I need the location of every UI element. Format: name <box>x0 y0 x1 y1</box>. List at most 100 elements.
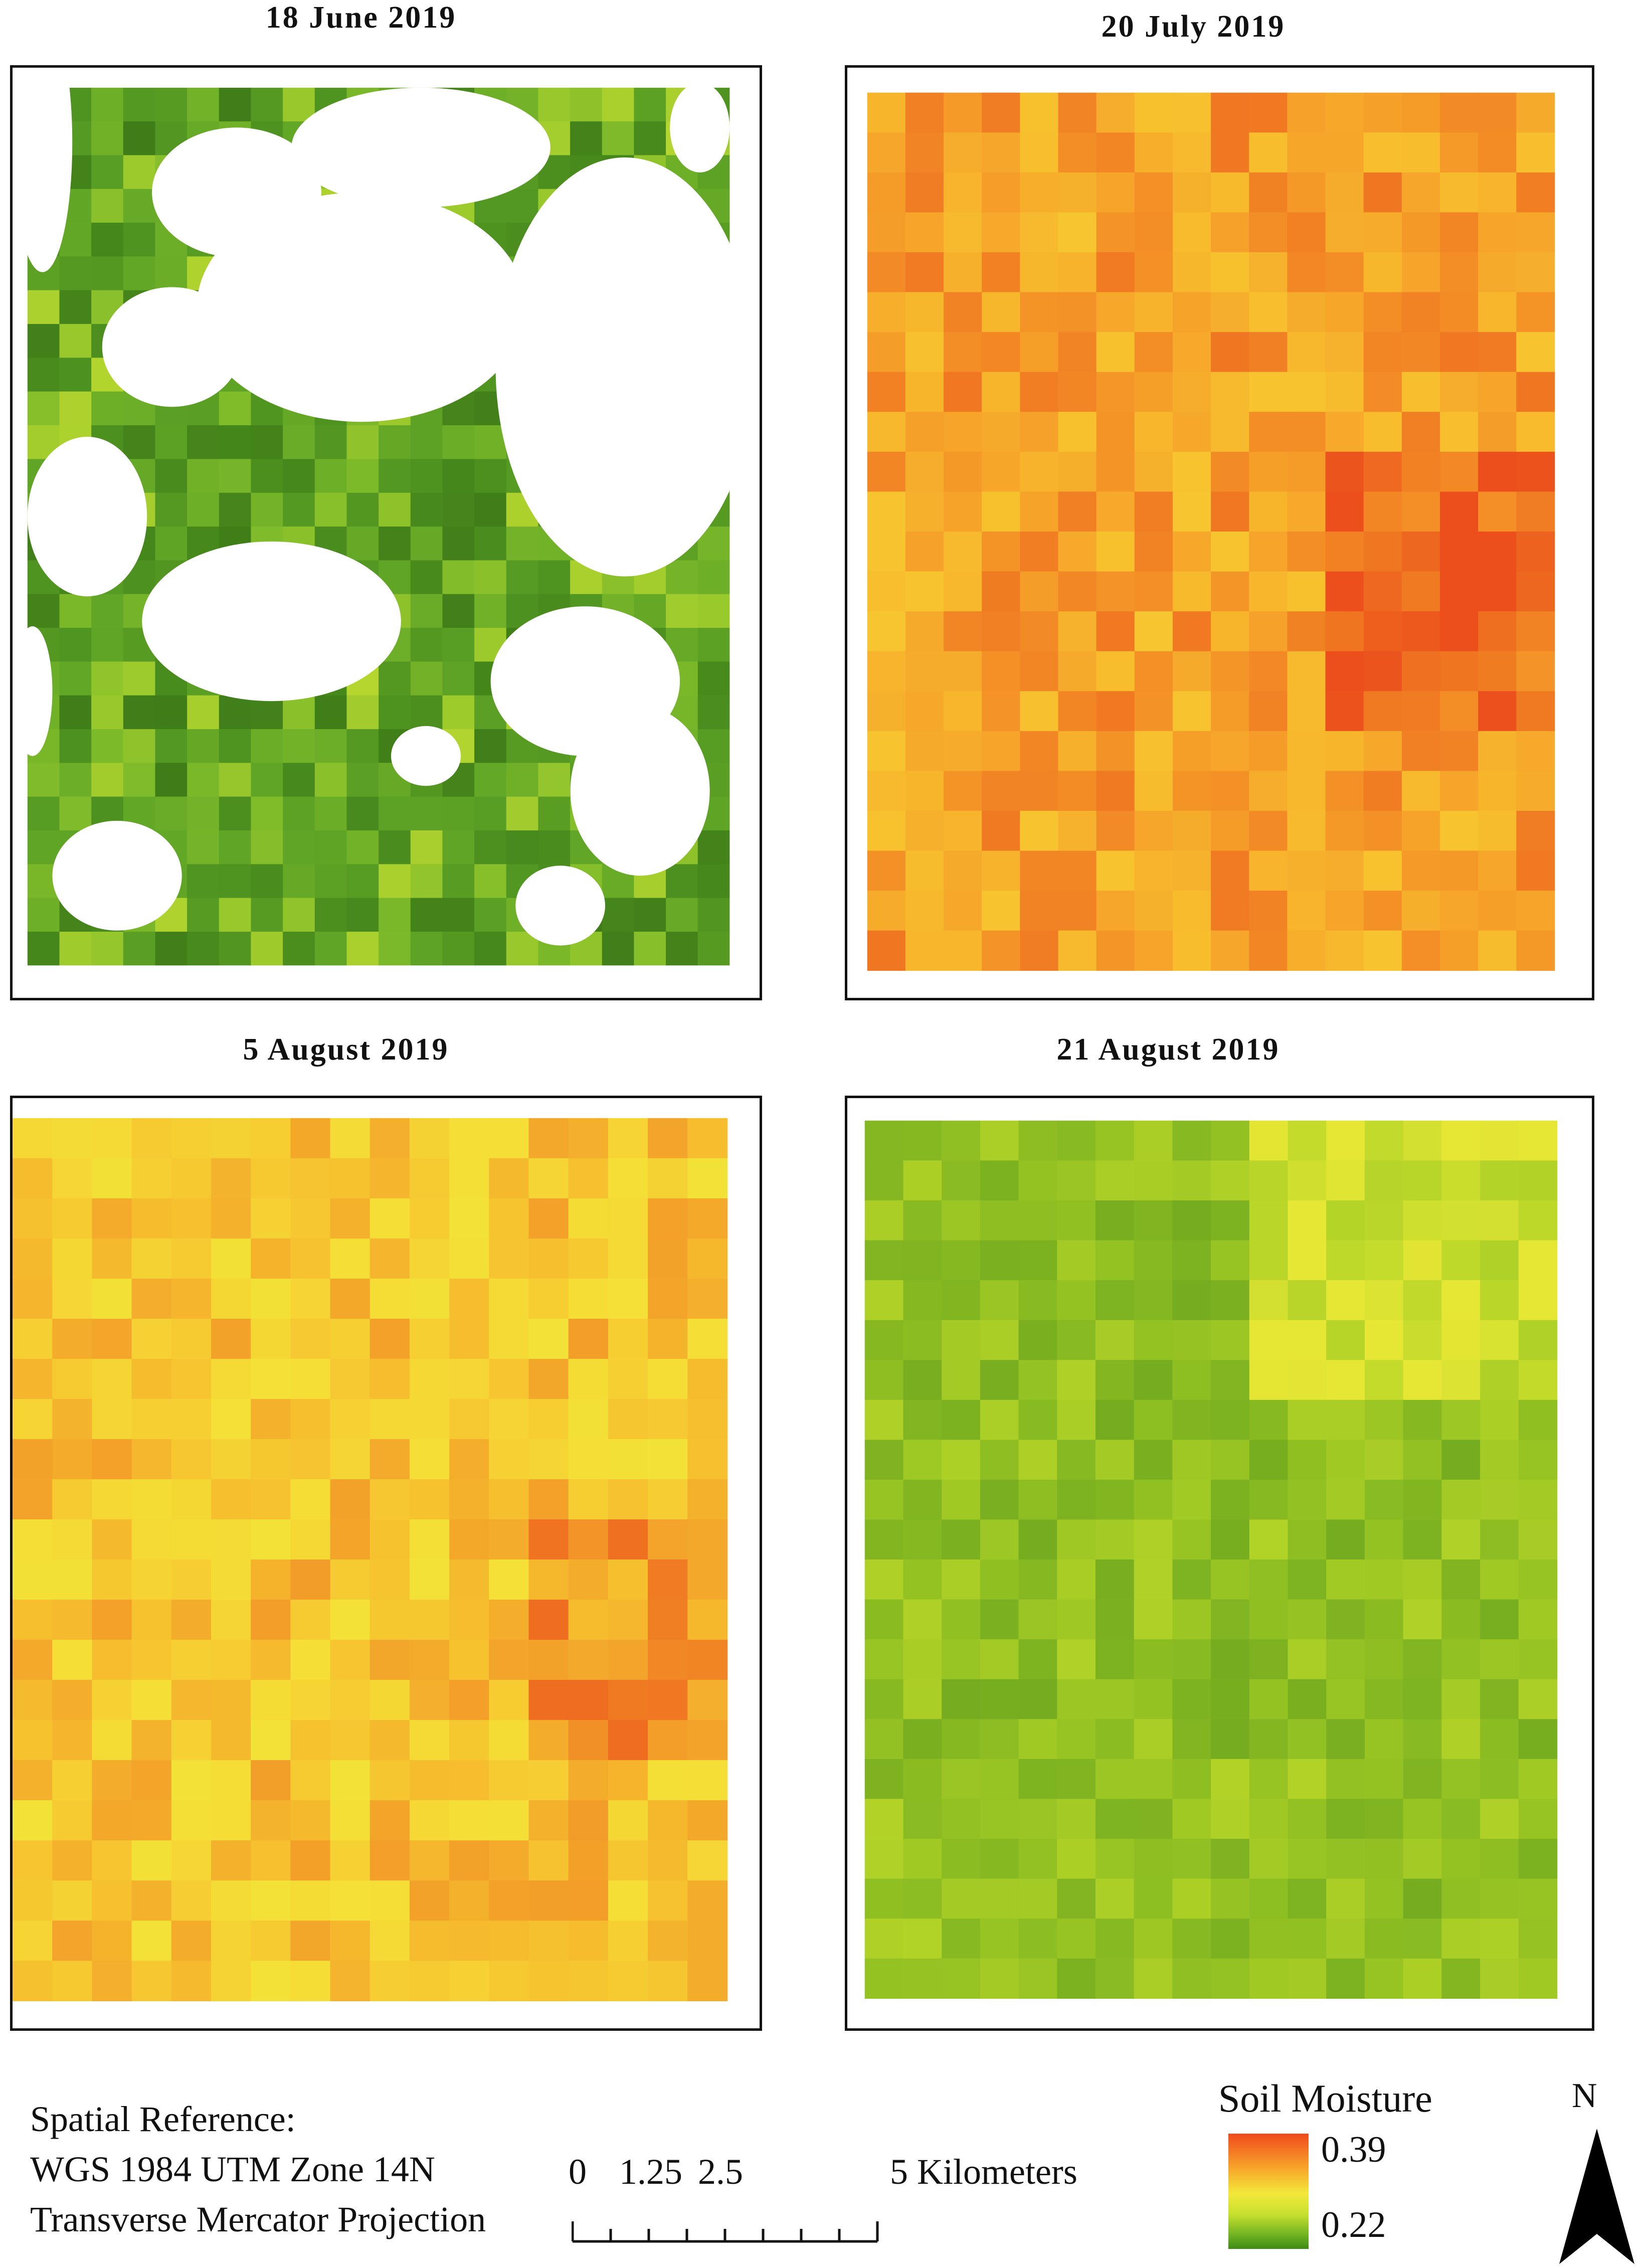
raster-cell <box>290 1961 331 2002</box>
spatial-reference-label: Spatial Reference: <box>30 2099 296 2139</box>
raster-cell <box>449 1921 490 1962</box>
raster-cell <box>944 651 982 692</box>
raster-cell <box>1287 92 1326 133</box>
raster-cell <box>410 594 443 628</box>
no-data-border <box>13 965 760 998</box>
raster-cell <box>608 1118 648 1159</box>
raster-cell <box>528 1559 569 1600</box>
raster-cell <box>1134 532 1173 572</box>
raster-cell <box>1018 1958 1058 1999</box>
raster-cell <box>1403 1479 1442 1520</box>
raster-cell <box>1018 1120 1058 1161</box>
raster-cell <box>489 1439 529 1480</box>
raster-cell <box>489 1800 529 1841</box>
raster-cell <box>449 1278 490 1319</box>
raster-cell <box>92 1880 132 1922</box>
raster-cell <box>1134 1479 1173 1520</box>
raster-cell <box>410 628 443 662</box>
raster-cell <box>251 864 283 899</box>
cloud-mask <box>495 157 755 577</box>
raster-cell <box>1480 1440 1519 1480</box>
raster-cell <box>903 1719 942 1760</box>
raster-cell <box>442 661 475 696</box>
raster-cell <box>1401 412 1440 452</box>
raster-cell <box>528 1519 569 1560</box>
raster-cell <box>867 212 906 253</box>
raster-cell <box>1172 571 1211 612</box>
raster-cell <box>1363 771 1402 811</box>
raster-cell <box>290 1118 331 1159</box>
raster-cell <box>187 492 220 527</box>
raster-cell <box>1211 1599 1250 1640</box>
raster-cell <box>1287 212 1326 253</box>
raster-cell <box>1440 651 1479 692</box>
raster-cell <box>1172 292 1211 332</box>
raster-cell <box>442 560 475 595</box>
raster-cell <box>1516 412 1555 452</box>
raster-cell <box>1249 1360 1289 1401</box>
raster-cell <box>290 1238 331 1279</box>
raster-cell <box>1478 252 1517 293</box>
raster-cell <box>648 1278 688 1319</box>
raster-cell <box>251 1800 291 1841</box>
raster-cell <box>409 1358 450 1400</box>
raster-cell <box>1095 1360 1135 1401</box>
raster-cell <box>370 1880 410 1922</box>
raster-cell <box>944 292 982 332</box>
raster-cell <box>528 1880 569 1922</box>
raster-cell <box>52 1118 93 1159</box>
raster-cell <box>1249 1120 1289 1161</box>
raster-cell <box>442 796 475 831</box>
raster-cell <box>506 763 539 797</box>
raster-cell <box>1516 771 1555 811</box>
map-panel-aug21 <box>845 1096 1594 2031</box>
raster-cell <box>1211 252 1250 293</box>
raster-cell <box>1326 1519 1365 1560</box>
raster-cell <box>1403 1559 1442 1600</box>
raster-cell <box>1287 252 1326 293</box>
raster-cell <box>982 412 1021 452</box>
raster-cell <box>409 1800 450 1841</box>
raster-cell <box>1518 1639 1558 1680</box>
raster-cell <box>1018 1599 1058 1640</box>
soil-moisture-map-aug21 <box>864 1120 1558 1999</box>
raster-cell <box>1480 1599 1519 1640</box>
raster-cell <box>1211 1878 1250 1919</box>
raster-cell <box>942 1679 981 1720</box>
raster-cell <box>944 92 982 133</box>
raster-cell <box>1403 1519 1442 1560</box>
raster-cell <box>905 252 944 293</box>
raster-cell <box>449 1399 490 1440</box>
raster-cell <box>489 1238 529 1279</box>
raster-cell <box>91 932 124 966</box>
raster-cell <box>1249 1519 1289 1560</box>
raster-cell <box>687 1800 728 1841</box>
raster-cell <box>1441 1240 1481 1281</box>
raster-cell <box>1095 1280 1135 1321</box>
raster-cell <box>1095 1479 1135 1520</box>
raster-cell <box>1211 1400 1250 1441</box>
raster-cell <box>942 1519 981 1560</box>
raster-cell <box>379 796 411 831</box>
raster-cell <box>1172 1280 1211 1321</box>
raster-cell <box>1134 1440 1173 1480</box>
raster-cell <box>982 811 1021 851</box>
raster-cell <box>648 1640 688 1680</box>
raster-cell <box>123 695 156 730</box>
raster-cell <box>538 763 571 797</box>
raster-cell <box>1403 1200 1442 1241</box>
raster-cell <box>1480 1759 1519 1800</box>
raster-cell <box>634 87 666 122</box>
raster-cell <box>442 898 475 932</box>
raster-cell <box>409 1680 450 1720</box>
raster-cell <box>92 1399 132 1440</box>
raster-cell <box>982 92 1021 133</box>
raster-cell <box>92 1238 132 1279</box>
raster-cell <box>370 1600 410 1640</box>
raster-cell <box>92 1720 132 1761</box>
raster-cell <box>1018 1679 1058 1720</box>
raster-cell <box>1440 691 1479 732</box>
raster-cell <box>1096 412 1135 452</box>
raster-cell <box>905 212 944 253</box>
raster-cell <box>1401 651 1440 692</box>
